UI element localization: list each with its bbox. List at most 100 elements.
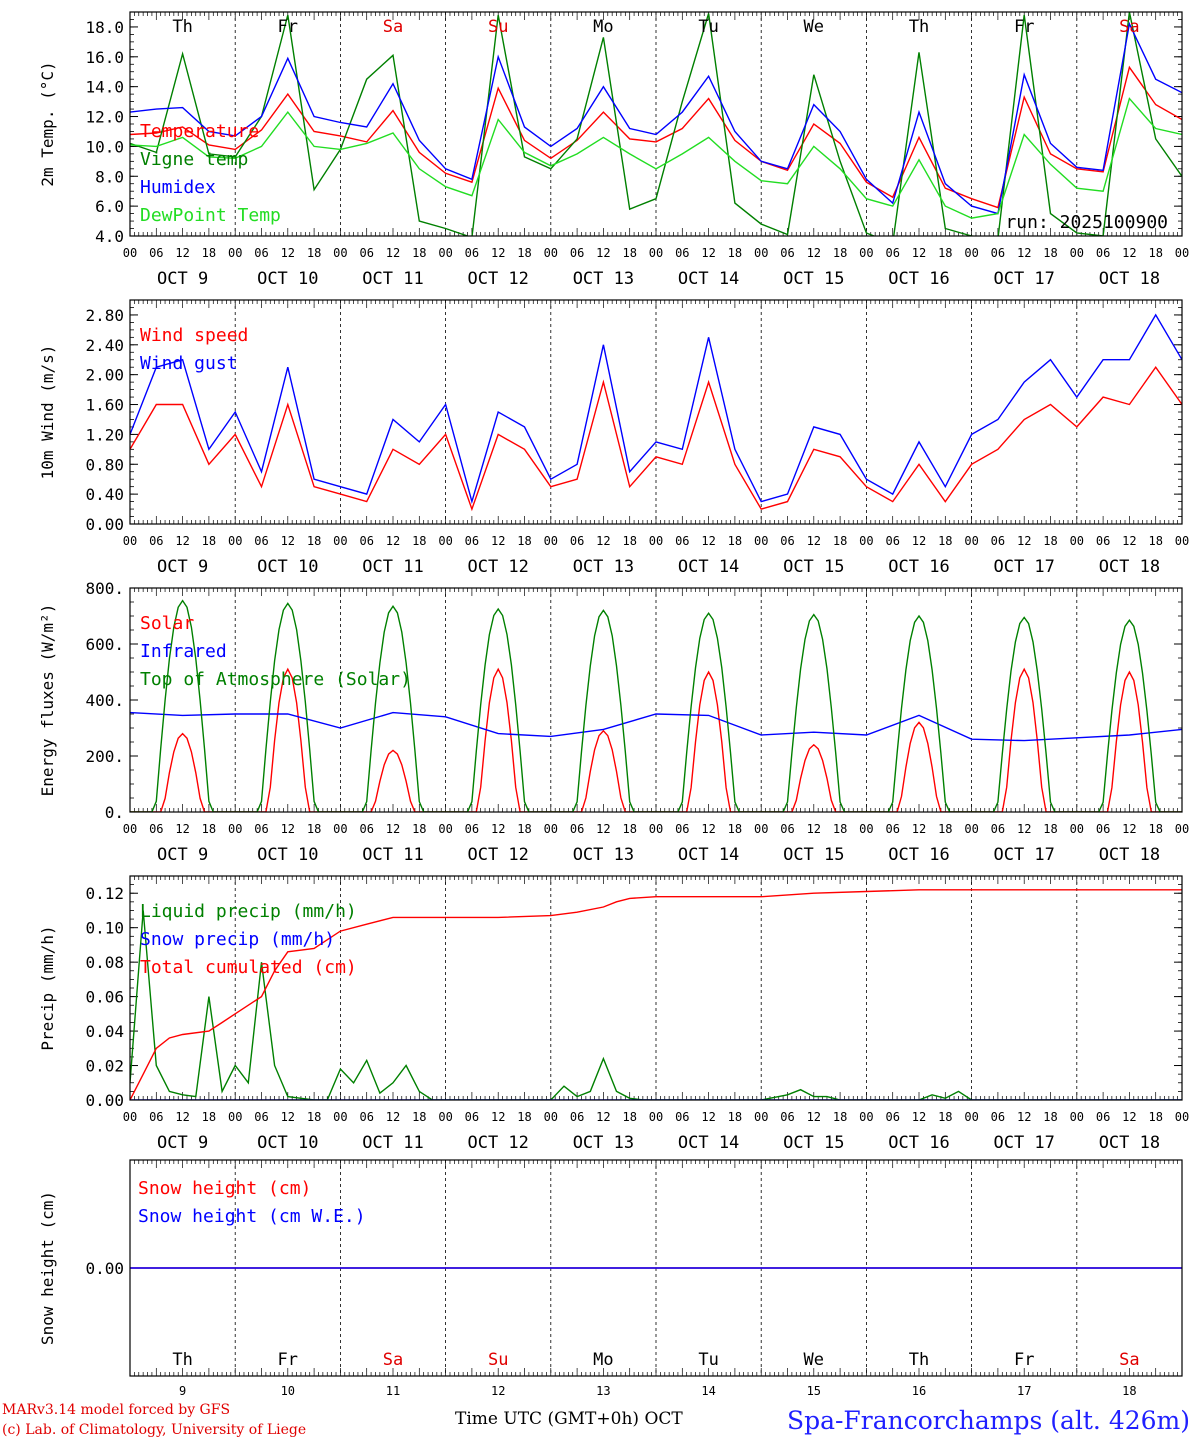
hour-label: 18: [938, 246, 952, 260]
legend-entry: Solar: [140, 613, 194, 634]
hour-label: 06: [675, 534, 689, 548]
hour-label: 00: [649, 1110, 663, 1124]
hour-label: 18: [938, 534, 952, 548]
date-label: OCT 17: [993, 269, 1054, 289]
hour-label: 18: [202, 822, 216, 836]
y-axis-label: 2m Temp. (°C): [38, 61, 57, 186]
y-tick-label: 4.0: [95, 227, 124, 246]
day-name: Sa: [383, 17, 403, 37]
series-line-3: [130, 889, 1182, 1100]
y-tick-label: 2.80: [85, 306, 124, 325]
hour-label: 00: [438, 1110, 452, 1124]
day-name: Fr: [1014, 1350, 1034, 1370]
series-line-3: [130, 599, 1182, 812]
date-label: OCT 11: [362, 557, 423, 577]
hour-label: 12: [701, 534, 715, 548]
hour-label: 12: [701, 822, 715, 836]
hour-label: 06: [465, 1110, 479, 1124]
day-number: 9: [179, 1384, 186, 1398]
hour-label: 12: [807, 1110, 821, 1124]
date-label: OCT 16: [888, 1133, 949, 1153]
hour-label: 00: [123, 246, 137, 260]
date-label: OCT 18: [1099, 269, 1160, 289]
hour-label: 06: [675, 822, 689, 836]
hour-label: 00: [544, 822, 558, 836]
hour-label: 00: [333, 1110, 347, 1124]
hour-label: 00: [1175, 822, 1189, 836]
credit-model: MARv3.14 model forced by GFS: [2, 1402, 230, 1418]
hour-label: 00: [964, 822, 978, 836]
hour-label: 18: [412, 246, 426, 260]
hour-label: 06: [465, 822, 479, 836]
hour-label: 06: [675, 246, 689, 260]
hour-label: 18: [833, 1110, 847, 1124]
hour-label: 00: [1175, 534, 1189, 548]
hour-label: 06: [254, 822, 268, 836]
day-name: Tu: [698, 1350, 718, 1370]
day-name: Sa: [383, 1350, 403, 1370]
hour-label: 06: [991, 822, 1005, 836]
panel-1: 4.0 6.0 8.0 10.0 12.0 14.0 16.0 18.0 2m Temp. (°…: [38, 11, 1189, 289]
legend-entry: Wind speed: [140, 325, 248, 346]
hour-label: 00: [123, 822, 137, 836]
date-label: OCT 13: [573, 269, 634, 289]
date-label: OCT 18: [1099, 845, 1160, 865]
hour-label: 12: [1122, 822, 1136, 836]
day-number: 18: [1122, 1384, 1136, 1398]
hour-label: 12: [491, 534, 505, 548]
day-number: 12: [491, 1384, 505, 1398]
hour-label: 06: [570, 534, 584, 548]
hour-label: 18: [307, 1110, 321, 1124]
hour-label: 12: [807, 534, 821, 548]
hour-label: 18: [728, 822, 742, 836]
hour-label: 18: [202, 534, 216, 548]
hour-label: 18: [938, 1110, 952, 1124]
hour-label: 12: [491, 1110, 505, 1124]
date-label: OCT 9: [157, 1133, 208, 1153]
date-label: OCT 18: [1099, 557, 1160, 577]
day-name: Sa: [1119, 17, 1139, 37]
day-name: Fr: [278, 17, 298, 37]
date-label: OCT 11: [362, 1133, 423, 1153]
hour-label: 12: [1017, 1110, 1031, 1124]
y-tick-label: 16.0: [85, 48, 124, 67]
y-tick-label: 6.0: [95, 197, 124, 216]
y-axis-label: Energy fluxes (W/m²): [38, 604, 57, 797]
y-tick-label: 1.60: [85, 396, 124, 415]
hour-label: 06: [570, 246, 584, 260]
hour-label: 06: [991, 246, 1005, 260]
hour-label: 12: [807, 246, 821, 260]
y-tick-label: 0.02: [85, 1057, 124, 1076]
date-label: OCT 13: [573, 1133, 634, 1153]
hour-label: 00: [544, 246, 558, 260]
hour-label: 18: [1043, 246, 1057, 260]
day-name: Th: [172, 17, 192, 37]
hour-label: 12: [596, 534, 610, 548]
y-axis-label: Snow height (cm): [38, 1191, 57, 1345]
date-label: OCT 17: [993, 845, 1054, 865]
hour-label: 00: [649, 822, 663, 836]
hour-label: 12: [281, 1110, 295, 1124]
hour-label: 00: [123, 1110, 137, 1124]
hour-label: 18: [307, 246, 321, 260]
hour-label: 00: [228, 246, 242, 260]
plot-frame: [129, 299, 1183, 525]
hour-label: 12: [491, 246, 505, 260]
hour-label: 06: [885, 822, 899, 836]
hour-label: 12: [175, 246, 189, 260]
day-name: Th: [172, 1350, 192, 1370]
day-name: Sa: [1119, 1350, 1139, 1370]
date-label: OCT 10: [257, 269, 318, 289]
hour-label: 18: [202, 246, 216, 260]
hour-label: 06: [991, 534, 1005, 548]
hour-label: 18: [833, 246, 847, 260]
hour-label: 06: [254, 246, 268, 260]
day-number: 13: [596, 1384, 610, 1398]
hour-label: 18: [517, 1110, 531, 1124]
hour-label: 12: [386, 1110, 400, 1124]
day-number: 15: [807, 1384, 821, 1398]
hour-label: 18: [517, 534, 531, 548]
hour-label: 06: [1096, 822, 1110, 836]
hour-label: 12: [491, 822, 505, 836]
